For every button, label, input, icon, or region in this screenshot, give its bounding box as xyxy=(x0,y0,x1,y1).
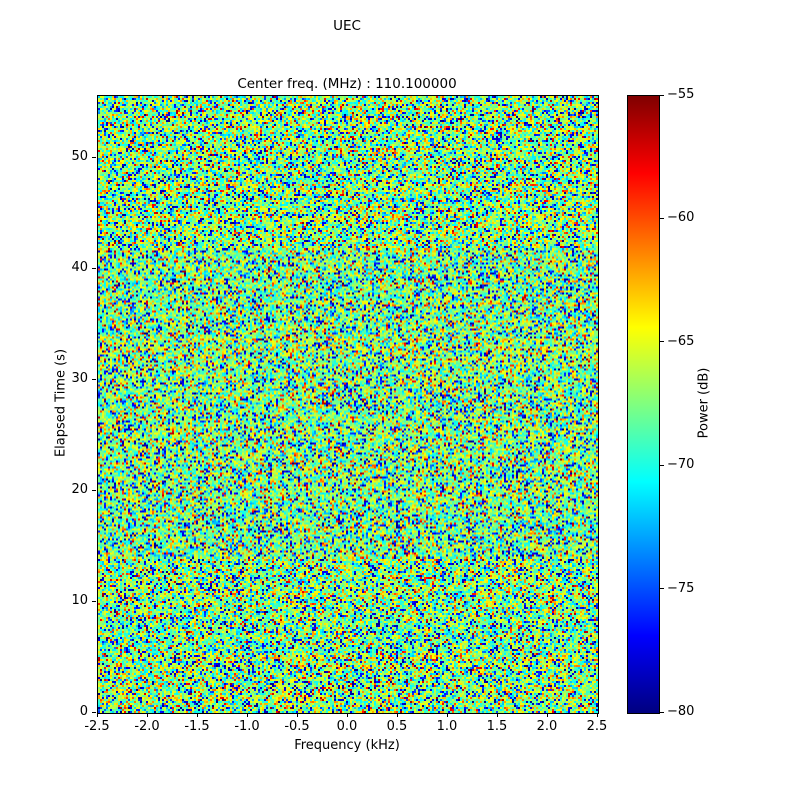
y-tick-label: 10 xyxy=(71,593,88,609)
y-tick-label: 50 xyxy=(71,149,88,165)
y-tick-label: 0 xyxy=(79,704,88,719)
y-tick-mark xyxy=(92,378,96,380)
colorbar-label: Power (dB) xyxy=(696,367,712,439)
x-tick-mark xyxy=(146,713,148,717)
center-freq-line: Center freq. (MHz) : 110.100000 xyxy=(237,76,457,92)
x-tick-mark xyxy=(246,713,248,717)
colorbar-tick-label: −70 xyxy=(667,457,695,473)
colorbar-tick-mark xyxy=(660,341,664,343)
y-tick-label: 30 xyxy=(71,371,88,387)
colorbar-tick-mark xyxy=(660,217,664,219)
x-tick-label: -0.5 xyxy=(284,719,310,734)
x-tick-mark xyxy=(396,713,398,717)
colorbar-tick-label: −65 xyxy=(667,333,695,349)
x-tick-label: -2.0 xyxy=(134,719,160,734)
y-tick-mark xyxy=(92,600,96,602)
colorbar-tick-mark xyxy=(660,464,664,466)
y-tick-label: 40 xyxy=(71,260,88,276)
colorbar-tick-label: −75 xyxy=(667,580,695,596)
colorbar-tick-label: −55 xyxy=(667,87,695,102)
y-tick-label: 20 xyxy=(71,482,88,498)
y-tick-mark xyxy=(92,489,96,491)
x-tick-mark xyxy=(296,713,298,717)
x-tick-mark xyxy=(446,713,448,717)
y-tick-mark xyxy=(92,711,96,713)
x-tick-mark xyxy=(596,713,598,717)
colorbar-tick-mark xyxy=(660,588,664,590)
x-tick-label: 0.0 xyxy=(336,719,358,734)
x-tick-label: -2.5 xyxy=(84,719,110,734)
y-axis-label: Elapsed Time (s) xyxy=(53,348,69,458)
colorbar-tick-label: −80 xyxy=(667,704,695,719)
x-tick-mark xyxy=(196,713,198,717)
x-tick-label: 1.0 xyxy=(436,719,458,734)
spectrogram-noise-canvas xyxy=(98,96,598,713)
x-tick-label: 2.5 xyxy=(586,719,608,734)
colorbar-tick-label: −60 xyxy=(667,210,695,226)
colorbar-tick-mark xyxy=(660,94,664,96)
x-tick-label: 1.5 xyxy=(486,719,508,734)
x-tick-label: 2.0 xyxy=(536,719,558,734)
colorbar-tick-mark xyxy=(660,711,664,713)
x-axis-label: Frequency (kHz) xyxy=(294,738,400,753)
x-tick-mark xyxy=(96,713,98,717)
y-tick-mark xyxy=(92,267,96,269)
spectrogram-plot-area xyxy=(97,95,599,714)
x-tick-label: 0.5 xyxy=(386,719,408,734)
x-tick-mark xyxy=(496,713,498,717)
x-tick-label: -1.5 xyxy=(184,719,210,734)
colorbar xyxy=(627,95,660,714)
chart-title: UEC xyxy=(333,18,361,34)
x-tick-mark xyxy=(546,713,548,717)
x-tick-mark xyxy=(346,713,348,717)
y-tick-mark xyxy=(92,156,96,158)
x-tick-label: -1.0 xyxy=(234,719,260,734)
